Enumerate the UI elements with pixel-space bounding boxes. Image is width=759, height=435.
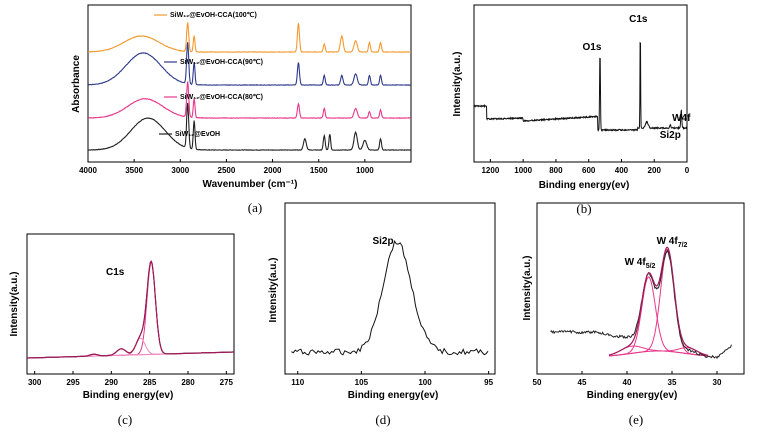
panel-e-peak-label-subscript: 7/2 <box>678 242 688 249</box>
panel-e-xlabel: Binding energy(ev) <box>587 390 678 401</box>
panel-b-peak-label: Si2p <box>660 130 681 141</box>
panel-b-peak-label: W4f <box>672 113 691 124</box>
panel-e-component-peak <box>608 276 709 357</box>
panel-d-xlabel: Binding energy(ev) <box>348 390 439 401</box>
panel-c-xtick-label: 275 <box>220 378 234 387</box>
panel-e-peak-label-subscript: 5/2 <box>646 263 656 270</box>
panel-d-xtick-label: 100 <box>418 378 432 387</box>
panel-e-ylabel: Intensity(a.u.) <box>522 255 533 320</box>
panel-a-xtick-label: 1500 <box>310 166 328 175</box>
panel-a: Absorbance Wavenumber (cm⁻¹) 4000 3500 300… <box>71 4 412 215</box>
panel-d-xtick-label: 110 <box>291 378 304 387</box>
panel-b-xtick-label: 200 <box>648 166 662 175</box>
panel-c-xtick-label: 290 <box>105 378 119 387</box>
panel-c-peak-label: C1s <box>106 267 125 278</box>
panel-e: Intensity(a.u.) Binding energy(ev) 50 45 4… <box>522 202 745 427</box>
panel-b-xtick-label: 1000 <box>514 166 532 175</box>
panel-b-spectrum-line <box>473 41 688 132</box>
panel-c-xtick-label: 285 <box>143 378 157 387</box>
panel-e-fit-envelope <box>608 246 708 356</box>
panel-a-caption: (a) <box>248 200 262 215</box>
panel-b-xtick-label: 800 <box>549 166 563 175</box>
panel-a-xlabel: Wavenumber (cm⁻¹) <box>203 179 298 190</box>
panel-a-series-line <box>88 81 412 119</box>
panel-a-series-line <box>87 42 412 86</box>
panel-a-ylabel: Absorbance <box>71 55 82 113</box>
panel-e-xtick-label: 50 <box>533 378 542 387</box>
panel-b-peak-label: O1s <box>583 42 602 53</box>
panel-b-xtick-label: 400 <box>615 166 629 175</box>
panel-a-legend-label: SiW₁₂@EvOH-CCA(90℃) <box>180 58 263 66</box>
panel-a-legend-label: SiW₁₂@EvOH-CCA(100℃) <box>170 11 257 19</box>
panel-e-peak-label: W 4f7/2 <box>657 236 688 249</box>
panel-b-xtick-label: 600 <box>582 166 596 175</box>
panel-d-caption: (d) <box>375 412 390 427</box>
panel-d-xtick-label: 95 <box>484 378 493 387</box>
panel-a-xtick-label: 3500 <box>125 166 143 175</box>
panel-c-ylabel: Intensity(a.u.) <box>9 271 20 336</box>
panel-c-xtick-label: 280 <box>181 378 195 387</box>
panel-c: Intensity(a.u.) Binding energy(ev) 300 29… <box>9 233 235 427</box>
panel-a-xtick-label: 4000 <box>79 166 97 175</box>
panel-b-caption: (b) <box>576 201 591 216</box>
panel-d: Intensity(a.u.) Binding energy(ev) 110 10… <box>268 202 496 427</box>
panel-d-peak-label: Si2p <box>372 236 393 247</box>
panel-b-ylabel: Intensity(a.u.) <box>452 51 463 116</box>
panel-c-frame <box>26 233 235 375</box>
panel-c-xlabel: Binding energy(ev) <box>83 390 174 401</box>
panel-c-component-peak <box>27 261 234 359</box>
panel-d-ylabel: Intensity(a.u.) <box>268 257 279 322</box>
panel-e-xtick-label: 45 <box>578 378 587 387</box>
panel-c-xtick-label: 295 <box>66 378 80 387</box>
panel-d-frame <box>284 202 496 375</box>
panel-e-xtick-label: 35 <box>668 378 677 387</box>
panel-e-frame <box>536 202 745 375</box>
panel-e-xtick-label: 30 <box>713 378 722 387</box>
panel-a-legend-label: SiW₁₂@EvOH <box>175 131 220 138</box>
panel-a-legend-label: SiW₁₂@EvOH-CCA(80℃) <box>180 93 263 101</box>
panel-b-frame <box>473 4 688 163</box>
panel-c-raw-spectrum <box>26 260 234 359</box>
panel-c-caption: (c) <box>118 412 132 427</box>
panel-a-series-line <box>88 102 412 151</box>
panel-a-xtick-label: 2500 <box>218 166 236 175</box>
panel-e-xtick-label: 40 <box>623 378 632 387</box>
panel-d-spectrum-line <box>291 240 489 356</box>
panel-c-fit-envelope <box>27 260 234 359</box>
panel-a-xtick-label: 2000 <box>264 166 282 175</box>
panel-d-xtick-label: 105 <box>355 378 369 387</box>
panel-c-xtick-label: 300 <box>28 378 42 387</box>
panel-b-xtick-label: 1200 <box>481 166 499 175</box>
panel-b: Intensity(a.u.) Binding energy(ev) 1200 1… <box>452 4 691 216</box>
panel-e-peak-label: W 4f5/2 <box>625 257 656 270</box>
panel-a-xtick-label: 3000 <box>171 166 189 175</box>
panel-b-xlabel: Binding energy(ev) <box>539 180 630 191</box>
panel-b-xtick-label: 0 <box>685 166 690 175</box>
panel-a-series-line <box>87 22 412 53</box>
panel-a-frame <box>87 4 412 163</box>
panel-e-caption: (e) <box>629 412 643 427</box>
panel-a-xtick-label: 1000 <box>356 166 374 175</box>
panel-b-peak-label: C1s <box>629 14 648 25</box>
